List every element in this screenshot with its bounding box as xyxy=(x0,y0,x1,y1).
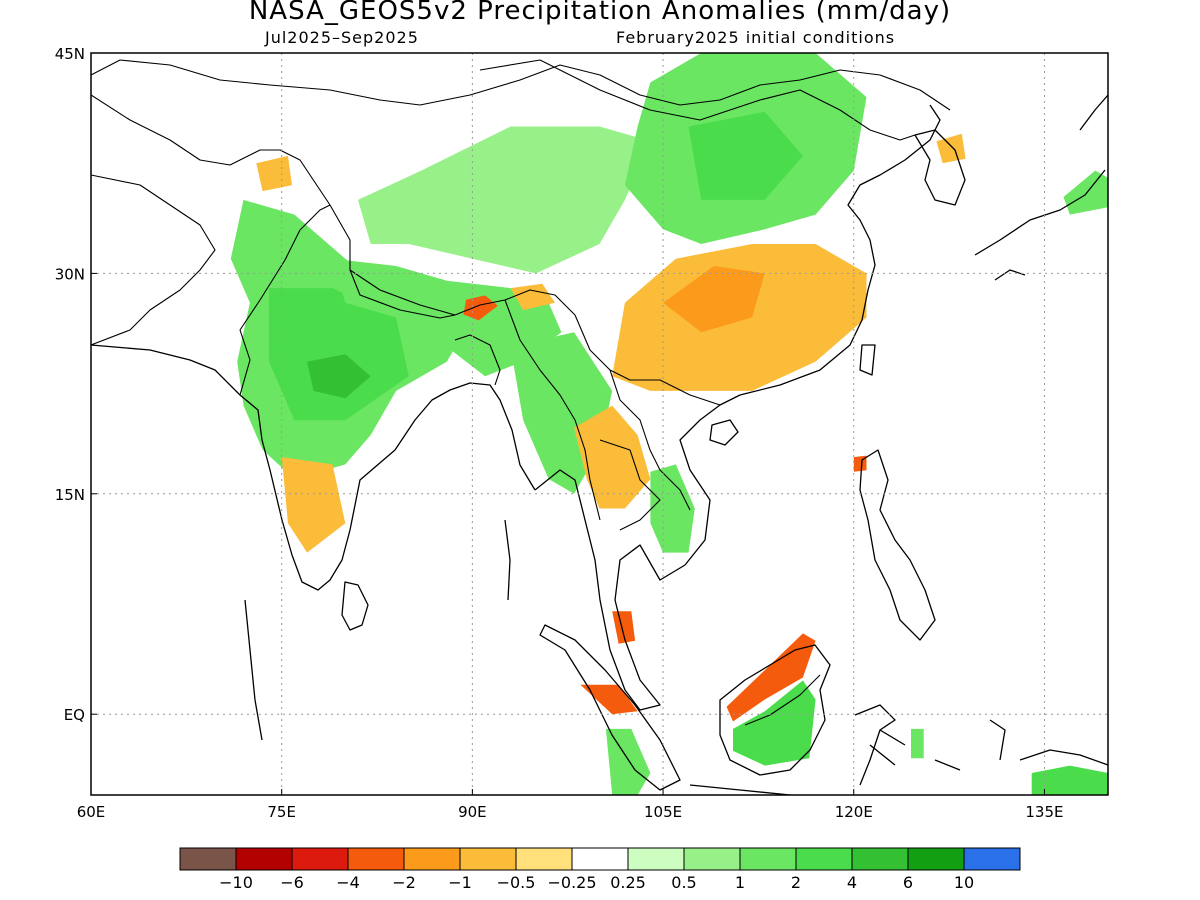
colorbar-label: −10 xyxy=(219,873,253,892)
coastline-hainan xyxy=(709,419,739,446)
border-pak-india xyxy=(239,204,331,396)
colorbar-swatch xyxy=(683,847,741,871)
x-tick-label: 105E xyxy=(644,803,682,821)
colorbar-swatch xyxy=(291,847,349,871)
axis-tick-layer: 60E 75E 90E 105E 120E 135E 45N 30N 15N EQ xyxy=(55,45,1064,821)
x-tick-label: 135E xyxy=(1025,803,1063,821)
coastline-philippines xyxy=(859,449,936,641)
colorbar-swatch xyxy=(235,847,293,871)
anomaly-region-japan-wet xyxy=(1063,170,1108,215)
border-china-south xyxy=(574,314,721,406)
colorbar-label: 6 xyxy=(903,873,913,892)
x-tick-label: 75E xyxy=(267,803,296,821)
colorbar-label: 2 xyxy=(791,873,801,892)
colorbar-label: 4 xyxy=(847,873,857,892)
anomaly-region-sumatra-wet xyxy=(605,728,651,795)
anomaly-region-indochina-dry xyxy=(574,405,651,509)
coastline-sri-lanka xyxy=(341,581,369,631)
period-subtitle: Jul2025–Sep2025 xyxy=(265,28,419,47)
country-border-layer xyxy=(91,59,951,726)
coastline-borneo xyxy=(719,644,831,776)
border-laos-vietnam xyxy=(609,369,691,511)
border-nepal-south xyxy=(349,269,456,319)
colorbar-label: −0.5 xyxy=(497,873,536,892)
colorbar-swatch xyxy=(963,847,1021,871)
colorbar-label: −4 xyxy=(336,873,360,892)
y-tick-label: 30N xyxy=(55,265,85,283)
x-tick-label: 120E xyxy=(835,803,873,821)
anomaly-region-korea-dry xyxy=(936,133,966,164)
anomaly-region-himalaya-wet xyxy=(332,258,562,377)
y-tick-label: 45N xyxy=(55,45,85,63)
coastline-pakistan xyxy=(91,344,241,396)
border-central-asia xyxy=(91,94,331,206)
colorbar-label: 1 xyxy=(735,873,745,892)
coastline-japan xyxy=(974,94,1108,281)
anomaly-region-south-india-dry xyxy=(281,457,346,553)
border-borneo xyxy=(744,674,821,726)
colorbar: −10 −6 −4 −2 −1 −0.5 −0.25 0.25 0.5 1 2 4 6 10 xyxy=(179,847,1021,892)
colorbar-swatch xyxy=(515,847,573,871)
colorbar-swatch xyxy=(739,847,797,871)
coastline-taiwan xyxy=(859,344,876,376)
border-bangladesh xyxy=(454,334,501,386)
coastline-korea xyxy=(914,129,966,206)
coastline-java xyxy=(689,784,791,795)
coastline-new-guinea xyxy=(1019,749,1108,766)
colorbar-label: 0.5 xyxy=(671,873,696,892)
colorbar-label: −2 xyxy=(392,873,416,892)
colorbar-label: −6 xyxy=(280,873,304,892)
y-tick-label: 15N xyxy=(55,486,85,504)
border-myanmar xyxy=(504,299,601,521)
border-thai-cambodia xyxy=(599,439,661,531)
anomaly-region-north-china-wet-core xyxy=(688,111,803,200)
x-tick-label: 60E xyxy=(77,803,106,821)
colorbar-label: 10 xyxy=(954,873,974,892)
anomaly-region-bhutan-dry xyxy=(463,295,498,321)
x-tick-label: 90E xyxy=(458,803,487,821)
colorbar-label: −1 xyxy=(448,873,472,892)
anomaly-region-malaysia-dry xyxy=(612,611,636,644)
border-mongolia xyxy=(479,59,871,131)
anomaly-region-vietnam-wet xyxy=(650,464,695,553)
border-korea-china xyxy=(869,129,916,141)
initial-conditions-subtitle: February2025 initial conditions xyxy=(616,28,896,47)
anomaly-region-south-china-dry-core xyxy=(663,266,765,333)
coastline-india xyxy=(239,382,536,591)
colorbar-swatch xyxy=(627,847,685,871)
coastline-sumatra xyxy=(539,624,681,791)
anomaly-region-tibet-wet xyxy=(358,126,651,274)
anomaly-region-sulawesi-wet xyxy=(911,728,924,759)
colorbar-swatch xyxy=(403,847,461,871)
colorbar-swatch xyxy=(459,847,517,871)
coastline-sulawesi xyxy=(854,704,906,786)
colorbar-swatch xyxy=(179,847,237,871)
anomaly-region-borneo-wet xyxy=(733,680,816,766)
border-afghan-pak xyxy=(91,174,216,346)
coastline-indochina xyxy=(534,394,741,711)
y-tick-label: EQ xyxy=(64,706,85,724)
colorbar-swatch xyxy=(795,847,853,871)
coastline-andaman xyxy=(244,519,511,741)
map-frame xyxy=(90,52,1109,796)
anomaly-region-borneo-dry xyxy=(726,633,816,722)
anomaly-region-new-guinea-wet xyxy=(1031,765,1108,795)
colorbar-label: 0.25 xyxy=(610,873,646,892)
map-title: NASA_GEOS5v2 Precipitation Anomalies (mm… xyxy=(248,0,952,26)
anomaly-region-central-india-core xyxy=(307,354,371,399)
coastline-layer xyxy=(91,94,1108,795)
anomaly-region-pakistan-gilgit-dry xyxy=(256,155,292,192)
colorbar-swatch xyxy=(907,847,965,871)
coastline-china xyxy=(739,104,941,396)
anomaly-region-arunachal-dry xyxy=(510,283,555,311)
colorbar-swatch xyxy=(851,847,909,871)
colorbar-swatch xyxy=(347,847,405,871)
border-kazakh-north xyxy=(91,59,951,111)
colorbar-swatch xyxy=(571,847,629,871)
colorbar-label: −0.25 xyxy=(547,873,596,892)
anomaly-region-central-india-wet xyxy=(269,288,409,421)
anomaly-fill-layer xyxy=(230,53,1108,795)
coastline-halmahera xyxy=(934,719,1006,771)
